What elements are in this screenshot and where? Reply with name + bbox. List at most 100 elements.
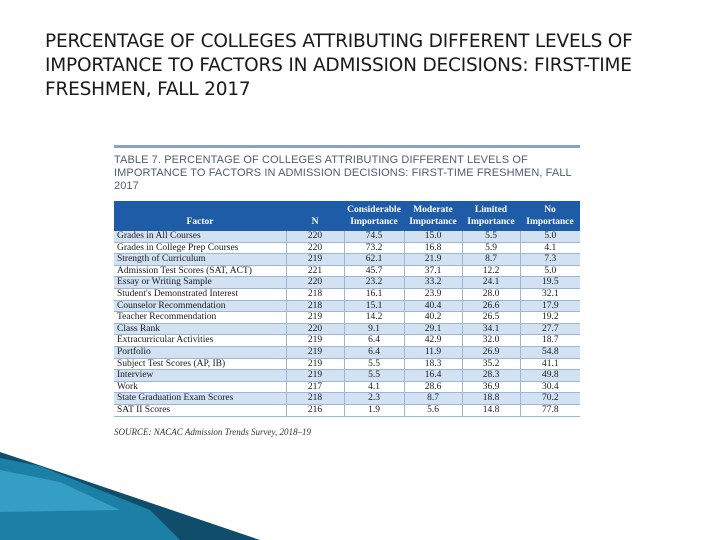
cell-considerable: 5.5 — [343, 369, 404, 382]
cell-limited: 18.8 — [461, 392, 520, 405]
cell-none: 5.0 — [519, 231, 580, 243]
table-row: Subject Test Scores (AP, IB) 219 5.5 18.… — [114, 358, 580, 371]
importance-table: Factor N Considerable Importance Moderat… — [114, 201, 580, 417]
cell-n: 219 — [285, 334, 344, 347]
table-row: Essay or Writing Sample 220 23.2 33.2 24… — [114, 276, 580, 289]
cell-factor: Grades in College Prep Courses — [114, 242, 286, 255]
cell-moderate: 21.9 — [403, 253, 462, 266]
cell-n: 216 — [285, 404, 344, 417]
cell-none: 4.1 — [519, 242, 580, 255]
cell-limited: 28.0 — [461, 288, 520, 301]
cell-n: 219 — [285, 358, 344, 371]
cell-n: 219 — [285, 346, 344, 359]
cell-n: 217 — [285, 381, 344, 394]
cell-factor: Work — [114, 381, 286, 394]
table-row: Grades in College Prep Courses 220 73.2 … — [114, 242, 580, 255]
cell-n: 218 — [285, 288, 344, 301]
table-source: SOURCE: NACAC Admission Trends Survey, 2… — [114, 426, 312, 437]
cell-considerable: 9.1 — [343, 323, 404, 336]
cell-limited: 34.1 — [461, 323, 520, 336]
header-n: N — [286, 201, 344, 231]
cell-limited: 24.1 — [461, 276, 520, 289]
cell-none: 7.3 — [519, 253, 580, 266]
cell-n: 219 — [285, 311, 344, 324]
deco-band-light — [0, 470, 120, 512]
cell-factor: Admission Test Scores (SAT, ACT) — [114, 265, 286, 278]
table-row: Teacher Recommendation 219 14.2 40.2 26.… — [114, 311, 580, 324]
cell-moderate: 40.4 — [403, 300, 462, 313]
cell-none: 54.8 — [519, 346, 580, 359]
cell-limited: 14.8 — [461, 404, 520, 417]
cell-moderate: 11.9 — [403, 346, 462, 359]
cell-none: 27.7 — [519, 323, 580, 336]
header-none: No Importance — [520, 201, 580, 231]
cell-moderate: 18.3 — [403, 358, 462, 371]
cell-factor: Strength of Curriculum — [114, 253, 286, 266]
cell-moderate: 16.4 — [403, 369, 462, 382]
table-row: Interview 219 5.5 16.4 28.3 49.8 — [114, 369, 580, 382]
table-row: Admission Test Scores (SAT, ACT) 221 45.… — [114, 265, 580, 278]
cell-n: 218 — [285, 392, 344, 405]
cell-factor: Portfolio — [114, 346, 286, 359]
cell-factor: Interview — [114, 369, 286, 382]
cell-considerable: 15.1 — [343, 300, 404, 313]
cell-moderate: 40.2 — [403, 311, 462, 324]
cell-n: 219 — [285, 253, 344, 266]
cell-moderate: 15.0 — [403, 231, 462, 243]
cell-considerable: 5.5 — [343, 358, 404, 371]
cell-factor: SAT II Scores — [114, 404, 286, 417]
cell-n: 221 — [285, 265, 344, 278]
table-row: Portfolio 219 6.4 11.9 26.9 54.8 — [114, 346, 580, 359]
cell-considerable: 74.5 — [343, 231, 404, 243]
cell-moderate: 5.6 — [403, 404, 462, 417]
cell-factor: Teacher Recommendation — [114, 311, 286, 324]
cell-factor: Counselor Recommendation — [114, 300, 286, 313]
cell-limited: 5.9 — [461, 242, 520, 255]
header-considerable: Considerable Importance — [344, 201, 404, 231]
cell-factor: Grades in All Courses — [114, 231, 286, 243]
cell-moderate: 23.9 — [403, 288, 462, 301]
cell-none: 49.8 — [519, 369, 580, 382]
cell-limited: 8.7 — [461, 253, 520, 266]
header-factor: Factor — [114, 201, 286, 231]
cell-none: 18.7 — [519, 334, 580, 347]
cell-factor: State Graduation Exam Scores — [114, 392, 286, 405]
table-figure: TABLE 7. PERCENTAGE OF COLLEGES ATTRIBUT… — [114, 145, 580, 437]
cell-considerable: 73.2 — [343, 242, 404, 255]
cell-considerable: 62.1 — [343, 253, 404, 266]
cell-considerable: 6.4 — [343, 346, 404, 359]
cell-limited: 35.2 — [461, 358, 520, 371]
cell-none: 19.5 — [519, 276, 580, 289]
cell-limited: 5.5 — [461, 231, 520, 243]
cell-considerable: 14.2 — [343, 311, 404, 324]
cell-limited: 12.2 — [461, 265, 520, 278]
table-caption: TABLE 7. PERCENTAGE OF COLLEGES ATTRIBUT… — [114, 145, 580, 199]
cell-considerable: 4.1 — [343, 381, 404, 394]
cell-none: 32.1 — [519, 288, 580, 301]
cell-n: 218 — [285, 300, 344, 313]
cell-considerable: 2.3 — [343, 392, 404, 405]
cell-considerable: 6.4 — [343, 334, 404, 347]
cell-none: 17.9 — [519, 300, 580, 313]
cell-none: 77.8 — [519, 404, 580, 417]
cell-n: 220 — [285, 323, 344, 336]
cell-moderate: 8.7 — [403, 392, 462, 405]
table-header-row: Factor N Considerable Importance Moderat… — [114, 201, 580, 231]
cell-n: 220 — [285, 242, 344, 255]
table-row: Grades in All Courses 220 74.5 15.0 5.5 … — [114, 231, 580, 243]
cell-considerable: 16.1 — [343, 288, 404, 301]
cell-considerable: 45.7 — [343, 265, 404, 278]
cell-none: 19.2 — [519, 311, 580, 324]
table-row: Class Rank 220 9.1 29.1 34.1 27.7 — [114, 323, 580, 336]
cell-factor: Class Rank — [114, 323, 286, 336]
cell-factor: Subject Test Scores (AP, IB) — [114, 358, 286, 371]
cell-factor: Essay or Writing Sample — [114, 276, 286, 289]
cell-limited: 32.0 — [461, 334, 520, 347]
cell-moderate: 37.1 — [403, 265, 462, 278]
table-row: Extracurricular Activities 219 6.4 42.9 … — [114, 334, 580, 347]
cell-limited: 36.9 — [461, 381, 520, 394]
cell-factor: Extracurricular Activities — [114, 334, 286, 347]
cell-limited: 26.5 — [461, 311, 520, 324]
cell-n: 219 — [285, 369, 344, 382]
